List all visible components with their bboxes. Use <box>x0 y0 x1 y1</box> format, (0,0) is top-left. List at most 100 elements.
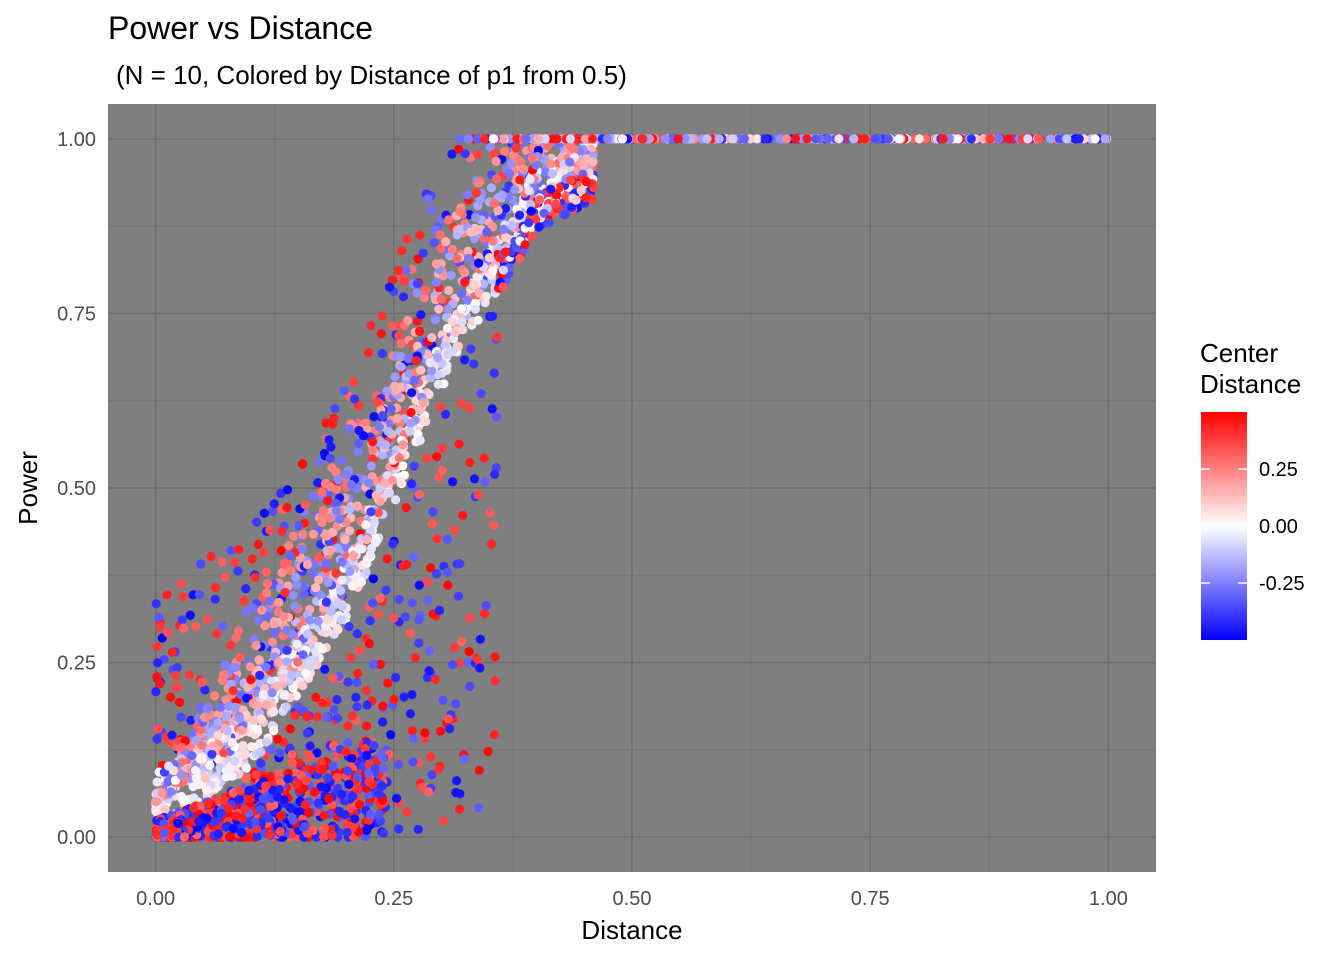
data-point <box>490 652 500 662</box>
data-point <box>213 709 223 720</box>
data-point <box>524 218 534 228</box>
x-tick-label: 1.00 <box>1089 888 1128 910</box>
data-point <box>433 379 443 389</box>
data-point <box>260 620 270 631</box>
data-point <box>179 832 189 842</box>
data-point <box>225 640 236 650</box>
data-point <box>441 237 451 247</box>
data-point <box>802 134 812 144</box>
data-point <box>152 672 162 682</box>
data-point <box>315 457 325 467</box>
data-point <box>492 174 502 184</box>
data-point <box>239 596 249 606</box>
data-point <box>261 662 271 672</box>
data-point <box>185 670 195 680</box>
data-point <box>376 329 386 339</box>
data-point <box>883 134 893 144</box>
data-point <box>415 230 425 240</box>
data-point <box>383 426 393 437</box>
data-point <box>235 785 245 796</box>
data-point <box>283 774 293 784</box>
data-point <box>349 394 360 404</box>
data-point <box>282 503 292 513</box>
data-point <box>408 734 419 744</box>
data-point <box>344 622 354 632</box>
data-point <box>423 194 433 204</box>
data-point <box>173 682 183 692</box>
data-point <box>443 580 453 590</box>
data-point <box>474 288 484 298</box>
data-point <box>443 304 453 314</box>
data-point <box>339 386 349 396</box>
data-point <box>375 593 385 603</box>
data-point <box>361 567 371 577</box>
data-point <box>218 621 228 631</box>
data-point <box>362 559 372 569</box>
data-point <box>243 682 253 693</box>
data-point <box>460 355 470 365</box>
y-tick-label: 0.00 <box>57 827 96 849</box>
data-point <box>396 477 406 487</box>
data-point <box>448 477 458 487</box>
data-point <box>447 149 457 159</box>
data-point <box>506 158 516 168</box>
data-point <box>363 348 374 358</box>
data-point <box>401 265 411 275</box>
data-point <box>341 470 351 480</box>
data-point <box>285 803 295 813</box>
data-point <box>286 565 296 576</box>
data-point <box>442 323 453 333</box>
data-point <box>336 586 346 596</box>
data-point <box>476 389 486 399</box>
data-point <box>465 681 475 692</box>
data-point <box>343 766 353 776</box>
data-point <box>1062 134 1072 144</box>
data-point <box>452 254 462 264</box>
x-tick-label: 0.75 <box>851 888 890 910</box>
data-point <box>317 698 327 708</box>
data-point <box>212 629 222 639</box>
data-point <box>403 354 413 364</box>
data-point <box>230 756 240 767</box>
legend-tick-label: 0.00 <box>1259 516 1298 538</box>
data-point <box>424 787 434 797</box>
data-point <box>463 246 473 256</box>
data-point <box>358 431 368 441</box>
data-point <box>266 745 276 755</box>
data-point <box>290 601 300 611</box>
data-point <box>369 518 379 528</box>
data-point <box>364 478 374 488</box>
data-point <box>410 653 420 663</box>
data-point <box>462 190 473 200</box>
data-point <box>388 539 398 549</box>
data-point <box>505 169 515 179</box>
data-point <box>498 265 508 275</box>
data-point <box>167 647 177 657</box>
data-point <box>394 453 404 463</box>
data-point <box>426 752 436 762</box>
data-point <box>567 202 577 212</box>
data-point <box>325 545 335 556</box>
data-point <box>449 525 460 535</box>
data-point <box>345 504 355 514</box>
data-point <box>394 824 404 834</box>
data-point <box>638 134 648 144</box>
data-point <box>332 772 343 782</box>
data-point <box>163 628 173 638</box>
data-point <box>387 475 397 485</box>
data-point <box>485 508 495 518</box>
data-point <box>252 700 262 711</box>
data-point <box>576 185 586 196</box>
data-point <box>437 465 447 475</box>
data-point <box>434 304 444 314</box>
data-point <box>459 754 469 764</box>
data-point <box>177 742 187 752</box>
data-point <box>174 697 184 708</box>
data-point <box>442 567 452 577</box>
data-point <box>173 818 183 828</box>
data-point <box>547 169 558 179</box>
data-point <box>292 779 302 789</box>
data-point <box>1034 134 1044 144</box>
data-point <box>278 673 288 683</box>
data-point <box>352 677 362 688</box>
